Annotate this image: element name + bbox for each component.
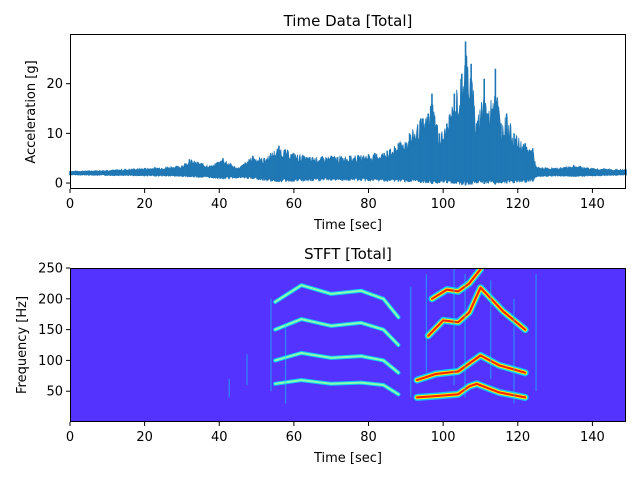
stft-plot: STFT [Total] 0 20 40 60 80 100 120 140 50 100 150… (15, 245, 626, 466)
time-data-x-label: Time [sec] (313, 218, 382, 233)
x-tick-label: 120 (505, 197, 530, 212)
y-tick-label: 0 (55, 177, 63, 192)
y-tick-label: 200 (38, 292, 63, 307)
y-tick-label: 10 (46, 127, 63, 142)
time-data-y-label: Acceleration [g] (24, 60, 39, 163)
x-tick-label: 100 (431, 430, 456, 445)
x-tick-label: 40 (211, 197, 228, 212)
acceleration-series (69, 41, 627, 186)
stft-band-mid (274, 318, 400, 346)
stft-band-core (427, 286, 527, 337)
y-tick-label: 20 (46, 77, 63, 92)
stft-band-mid (274, 352, 400, 374)
time-data-plot: Time Data [Total] 0 20 40 60 80 100 120 140 0 10… (24, 12, 627, 233)
time-data-title: Time Data [Total] (283, 12, 413, 30)
stft-title: STFT [Total] (304, 245, 392, 263)
acceleration-envelope (69, 52, 627, 186)
stft-x-ticks: 0 20 40 60 80 100 120 140 (66, 422, 605, 445)
x-tick-label: 40 (211, 430, 228, 445)
time-data-axes-frame (70, 34, 626, 189)
y-tick-label: 250 (38, 262, 63, 277)
stft-y-ticks: 50 100 150 200 250 (38, 262, 70, 400)
time-data-x-ticks: 0 20 40 60 80 100 120 140 (66, 189, 605, 212)
stft-x-label: Time [sec] (313, 451, 382, 466)
x-tick-label: 100 (431, 197, 456, 212)
y-tick-label: 100 (38, 354, 63, 369)
x-tick-label: 60 (286, 430, 303, 445)
time-data-y-ticks: 0 10 20 (46, 77, 70, 192)
x-tick-label: 0 (66, 430, 74, 445)
stft-harmonic-bands (228, 268, 537, 404)
y-tick-label: 150 (38, 323, 63, 338)
x-tick-label: 60 (286, 197, 303, 212)
x-tick-label: 0 (66, 197, 74, 212)
x-tick-label: 140 (580, 430, 605, 445)
y-tick-label: 50 (46, 385, 63, 400)
x-tick-label: 20 (136, 430, 153, 445)
stft-y-label: Frequency [Hz] (15, 296, 30, 394)
stft-band-mid (274, 284, 400, 319)
x-tick-label: 140 (580, 197, 605, 212)
x-tick-label: 80 (360, 430, 377, 445)
x-tick-label: 80 (360, 197, 377, 212)
x-tick-label: 120 (505, 430, 530, 445)
stft-band-mid (274, 379, 400, 396)
stft-band-core (416, 382, 527, 399)
stft-band-core (431, 268, 482, 300)
x-tick-label: 20 (136, 197, 153, 212)
stft-band-core (416, 354, 527, 382)
stft-axes-frame (70, 268, 626, 422)
